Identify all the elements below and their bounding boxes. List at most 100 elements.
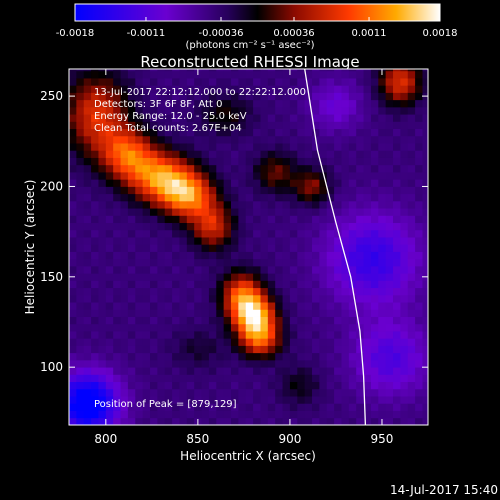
heatmap-cell [164, 345, 173, 354]
heatmap-cell [120, 374, 129, 383]
heatmap-cell [127, 121, 136, 130]
heatmap-cell [282, 388, 291, 397]
heatmap-cell [164, 157, 173, 166]
heatmap-cell [231, 302, 239, 310]
heatmap-cell [172, 215, 180, 224]
heatmap-cell [164, 410, 173, 419]
heatmap-cell [297, 200, 306, 209]
heatmap-cell [231, 186, 239, 195]
heatmap-cell [312, 150, 320, 158]
heatmap-cell [113, 388, 121, 397]
heatmap-cell [407, 294, 416, 303]
heatmap-cell [378, 359, 387, 368]
heatmap-cell [216, 150, 225, 158]
heatmap-cell [157, 208, 166, 216]
heatmap-cell [407, 280, 416, 289]
heatmap-cell [172, 388, 180, 397]
heatmap-cell [164, 251, 173, 260]
heatmap-cell [164, 338, 173, 346]
y-axis-label: Heliocentric Y (arcsec) [23, 180, 37, 315]
heatmap-cell [275, 193, 283, 202]
annotation-time-range: 13-Jul-2017 22:12:12.000 to 22:22:12.000 [94, 87, 306, 98]
heatmap-cell [201, 302, 210, 310]
heatmap-cell [127, 287, 136, 296]
heatmap-cell [385, 186, 394, 195]
heatmap-cell [415, 265, 423, 274]
heatmap-cell [341, 114, 350, 122]
heatmap-cell [334, 99, 342, 108]
heatmap-cell [356, 280, 364, 289]
heatmap-cell [69, 69, 77, 72]
heatmap-cell [76, 92, 85, 101]
heatmap-cell [150, 179, 158, 187]
heatmap-cell [157, 229, 166, 238]
heatmap-cell [319, 316, 328, 325]
heatmap-cell [385, 143, 394, 151]
heatmap-cell [289, 70, 298, 79]
heatmap-cell [393, 172, 401, 180]
heatmap-cell [363, 69, 372, 72]
heatmap-cell [312, 352, 320, 361]
heatmap-cell [150, 294, 158, 303]
heatmap-cell [267, 229, 276, 238]
heatmap-cell [407, 222, 416, 231]
heatmap-cell [326, 309, 335, 317]
heatmap-cell [120, 208, 129, 216]
heatmap-cell [231, 316, 239, 325]
heatmap-cell [422, 309, 428, 317]
heatmap-cell [326, 85, 335, 93]
heatmap-cell [415, 186, 423, 195]
heatmap-cell [393, 345, 401, 354]
heatmap-cell [378, 157, 387, 166]
heatmap-cell [334, 121, 342, 130]
heatmap-cell [135, 251, 144, 260]
heatmap-cell [164, 323, 173, 332]
heatmap-cell [267, 186, 276, 195]
heatmap-cell [231, 99, 239, 108]
heatmap-cell [422, 359, 428, 368]
heatmap-cell [334, 359, 342, 368]
heatmap-cell [186, 237, 195, 245]
heatmap-cell [135, 352, 144, 361]
heatmap-cell [245, 359, 254, 368]
heatmap-cell [135, 244, 144, 252]
heatmap-cell [194, 135, 202, 144]
heatmap-cell [334, 186, 342, 195]
heatmap-cell [127, 85, 136, 93]
heatmap-cell [326, 410, 335, 419]
heatmap-cell [400, 388, 409, 397]
heatmap-cell [297, 106, 306, 115]
heatmap-cell [142, 70, 151, 79]
heatmap-cell [304, 359, 313, 368]
heatmap-cell [120, 265, 129, 274]
heatmap-cell [422, 186, 428, 195]
heatmap-cell [83, 208, 92, 216]
heatmap-cell [194, 323, 202, 332]
heatmap-cell [69, 374, 77, 383]
heatmap-cell [201, 150, 210, 158]
heatmap-cell [98, 70, 107, 79]
heatmap-cell [164, 273, 173, 281]
heatmap-cell [216, 367, 225, 375]
heatmap-cell [400, 229, 409, 238]
heatmap-cell [275, 302, 283, 310]
heatmap-cell [378, 85, 387, 93]
heatmap-cell [231, 143, 239, 151]
heatmap-cell [253, 345, 261, 354]
heatmap-cell [267, 193, 276, 202]
heatmap-cell [98, 410, 107, 419]
heatmap-cell [253, 78, 261, 86]
heatmap-cell [76, 135, 85, 144]
heatmap-cell [363, 106, 372, 115]
heatmap-cell [260, 229, 269, 238]
heatmap-cell [289, 331, 298, 339]
heatmap-cell [69, 128, 77, 137]
heatmap-cell [142, 172, 151, 180]
heatmap-cell [253, 374, 261, 383]
heatmap-cell [275, 251, 283, 260]
heatmap-cell [238, 417, 247, 425]
heatmap-cell [142, 374, 151, 383]
heatmap-cell [297, 150, 306, 158]
heatmap-cell [91, 258, 99, 267]
heatmap-cell [231, 287, 239, 296]
